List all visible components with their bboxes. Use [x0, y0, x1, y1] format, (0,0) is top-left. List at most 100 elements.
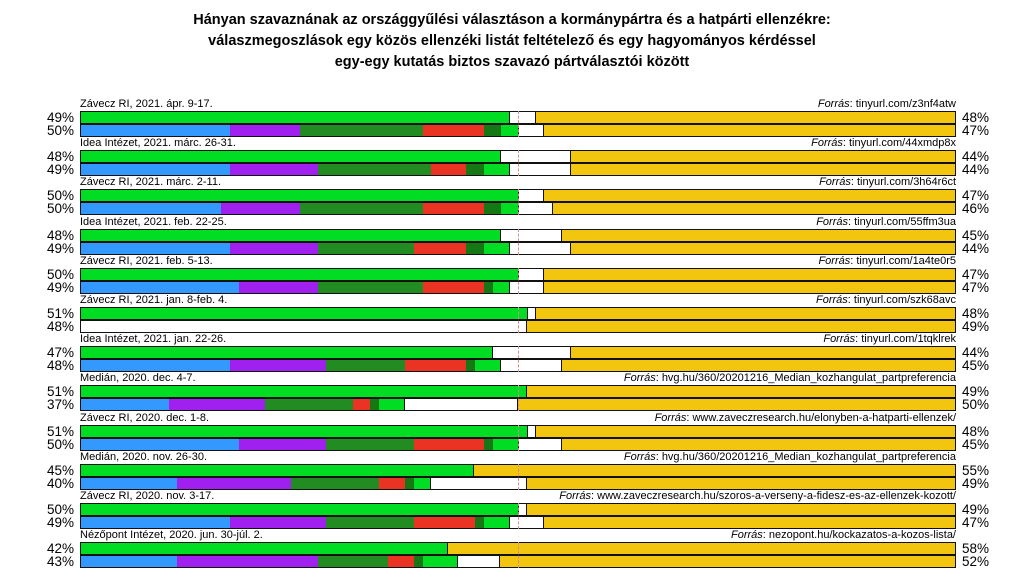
party-segment — [300, 125, 423, 136]
party-segment — [317, 164, 432, 176]
party-segment — [405, 360, 467, 372]
party-segment — [238, 281, 318, 293]
poll-source-label: Forrás: tinyurl.com/55ffm3ua — [816, 215, 956, 228]
poll-source-label: Forrás: tinyurl.com/44xmdp8x — [811, 137, 956, 150]
trad-opposition-pct-label: 50% — [46, 201, 74, 217]
trad-fidesz-pct-label: 45% — [962, 436, 990, 452]
trad-opposition-pct-label: 50% — [46, 123, 74, 138]
list-fidesz-pct-label: 48% — [962, 110, 990, 125]
list-opposition-pct-label: 50% — [46, 266, 74, 282]
fidesz-segment — [560, 438, 955, 450]
poll-group: Idea Intézet, 2021. feb. 22-25. Forrás: t… — [0, 216, 1024, 256]
party-segment — [378, 399, 406, 411]
poll-source-prefix: Forrás — [623, 372, 656, 385]
poll-label: Závecz RI, 2020. nov. 3-17. — [80, 490, 215, 502]
poll-source-label: Forrás: tinyurl.com/3h64r6ct — [819, 176, 956, 189]
party-segment — [81, 556, 178, 568]
fifty-percent-midline — [518, 307, 519, 333]
trad-opposition-pct-label: 49% — [46, 240, 74, 256]
poll-label: Medián, 2020. nov. 26-30. — [80, 450, 207, 463]
fidesz-segment — [534, 425, 955, 437]
list-fidesz-pct-label: 55% — [962, 462, 990, 478]
list-fidesz-pct-label: 45% — [962, 227, 990, 243]
fidesz-segment — [534, 112, 955, 123]
poll-source-label: Forrás: hvg.hu/360/20201216_Median_kozha… — [623, 372, 956, 385]
fifty-percent-midline — [518, 228, 519, 255]
poll-label: Závecz RI, 2021. feb. 5-13. — [80, 254, 213, 267]
party-segment — [483, 164, 511, 176]
list-opposition-pct-label: 51% — [46, 423, 74, 439]
list-fidesz-pct-label: 48% — [962, 423, 990, 439]
party-segment — [413, 477, 432, 489]
poll-source-prefix: Forrás — [817, 98, 850, 110]
party-segment — [483, 438, 493, 450]
poll-group: Idea Intézet, 2021. jan. 22-26. Forrás: t… — [0, 333, 1024, 373]
list-opposition-pct-label: 51% — [46, 384, 74, 400]
fifty-percent-midline — [518, 189, 519, 216]
poll-source-prefix: Forrás — [654, 411, 687, 424]
poll-source-label: Forrás: www.zaveczresearch.hu/szoros-a-v… — [559, 490, 956, 502]
trad-fidesz-pct-label: 47% — [962, 279, 990, 295]
party-segment — [81, 517, 230, 528]
fidesz-segment — [543, 268, 955, 280]
fidesz-segment — [446, 543, 955, 555]
party-segment — [466, 242, 484, 254]
poll-source-prefix: Forrás — [811, 137, 843, 150]
party-segment — [422, 125, 484, 136]
list-opposition-pct-label: 47% — [46, 345, 74, 361]
party-segment — [81, 125, 230, 136]
opposition-list-segment — [81, 112, 511, 123]
poll-group: Závecz RI, 2020. dec. 1-8. Forrás: www.za… — [0, 412, 1024, 452]
party-segment — [483, 125, 502, 136]
party-segment — [431, 164, 467, 176]
fidesz-segment — [525, 386, 955, 398]
opposition-list-segment — [81, 464, 476, 476]
poll-group: Nézőpont Intézet, 2020. jun. 30-júl. 2. F… — [0, 529, 1024, 569]
poll-source-label: Forrás: tinyurl.com/z3nf4atw — [817, 98, 956, 110]
party-segment — [422, 203, 484, 215]
party-segment — [492, 281, 511, 293]
poll-source-prefix: Forrás — [818, 254, 851, 267]
party-segment — [81, 477, 178, 489]
party-segment — [317, 556, 388, 568]
party-segment — [466, 164, 484, 176]
poll-label: Závecz RI, 2021. márc. 2-11. — [80, 176, 222, 189]
party-segment — [483, 203, 502, 215]
chart-title-line-1: Hányan szavaznának az országgyűlési vála… — [193, 12, 831, 28]
party-segment — [229, 125, 300, 136]
party-segment — [466, 360, 476, 372]
party-segment — [326, 360, 406, 372]
poll-source-prefix: Forrás — [816, 215, 848, 228]
fidesz-segment — [569, 151, 955, 163]
list-fidesz-pct-label: 49% — [962, 384, 990, 400]
trad-fidesz-pct-label: 50% — [962, 397, 990, 413]
trad-opposition-pct-label: 48% — [46, 319, 74, 334]
party-segment — [492, 438, 519, 450]
fidesz-segment — [517, 399, 955, 411]
fifty-percent-midline — [518, 542, 519, 569]
poll-source-label: Forrás: tinyurl.com/1a4te0r5 — [818, 254, 956, 267]
party-segment — [483, 281, 493, 293]
poll-label: Závecz RI, 2021. jan. 8-feb. 4. — [80, 294, 228, 306]
list-opposition-pct-label: 48% — [46, 227, 74, 243]
trad-opposition-pct-label: 37% — [46, 397, 74, 413]
poll-label: Závecz RI, 2021. ápr. 9-17. — [80, 98, 213, 110]
party-segment — [475, 360, 502, 372]
list-fidesz-pct-label: 47% — [962, 266, 990, 282]
list-opposition-pct-label: 51% — [46, 306, 74, 321]
opposition-list-segment — [81, 308, 528, 319]
opposition-list-segment — [81, 425, 528, 437]
poll-group: Závecz RI, 2020. nov. 3-17. Forrás: www.z… — [0, 490, 1024, 530]
fifty-percent-midline — [518, 267, 519, 294]
fidesz-segment — [525, 504, 955, 515]
fifty-percent-midline — [518, 111, 519, 137]
party-segment — [81, 399, 169, 411]
chart-title-line-2: válaszmegoszlások egy közös ellenzéki li… — [208, 33, 816, 49]
party-segment — [352, 399, 371, 411]
party-segment — [229, 360, 327, 372]
trad-opposition-pct-label: 43% — [46, 554, 74, 570]
fifty-percent-midline — [518, 463, 519, 490]
list-opposition-pct-label: 42% — [46, 541, 74, 557]
party-segment — [229, 242, 318, 254]
